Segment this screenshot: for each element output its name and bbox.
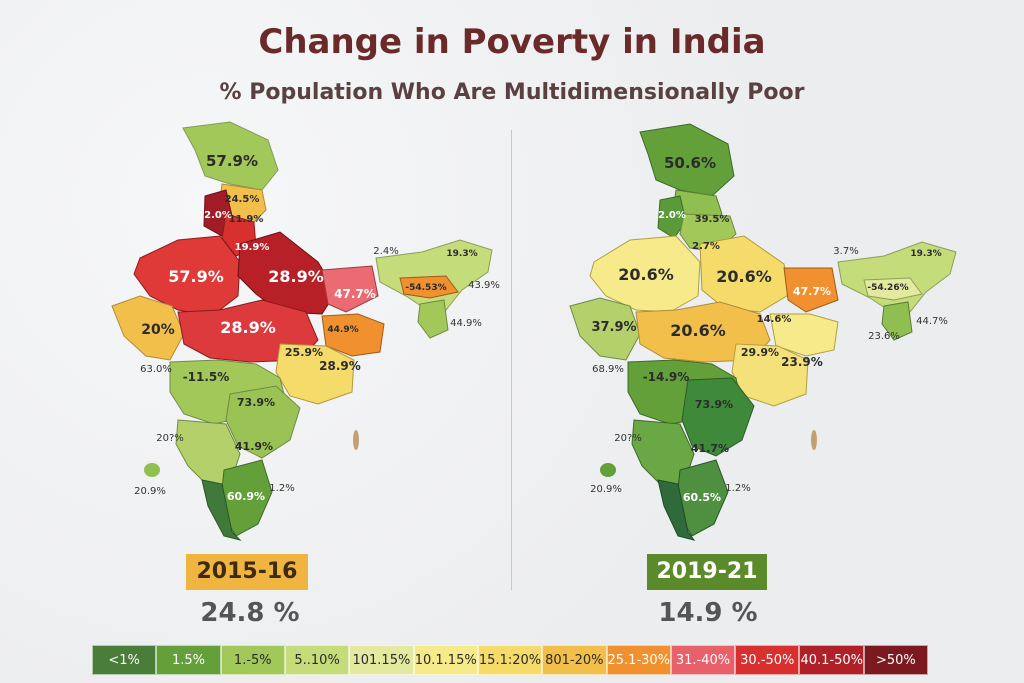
legend-swatch-6: 15.1:20% [477,645,543,675]
label-2015-5: 57.9% [168,267,224,286]
label-2019-15: 60.5% [683,491,721,504]
label-2019-7: 37.9% [591,320,636,335]
label-2015-6: 28.9% [268,267,324,286]
region-assam-2015[interactable] [399,275,459,299]
label-2019-3: 2.7% [692,241,720,252]
label-2015-22: 19.3% [446,249,477,259]
year-label-2015-16: 2015-16 [186,554,308,590]
label-2019-0: 50.6% [664,154,716,172]
label-2015-18: 20.9% [134,486,166,497]
label-2019-6: 47.7% [793,285,831,298]
region-rajasthan-2019[interactable] [589,235,701,313]
label-2015-9: 28.9% [220,318,276,337]
label-2019-21: -54.26% [867,283,908,293]
legend-swatch-7: 801-20% [542,645,607,675]
legend-swatch-0: <1% [92,645,157,675]
andaman-2019 [811,430,817,450]
region-punjab-2019[interactable] [657,195,687,239]
label-2019-8: 20.6% [670,321,726,340]
label-2015-23: -54.53% [405,283,446,293]
map-2019-21: 50.6% 2.0% 39.5% 2.7% 20.6% 20.6% 47.7% … [569,123,957,541]
legend-swatch-12: >50% [863,645,929,675]
label-2019-5: 20.6% [716,267,772,286]
label-2019-16: 1.2% [725,483,750,494]
label-2019-20: 19.3% [910,249,941,259]
lakshadweep-2019 [600,463,616,477]
label-2015-19: 63.0% [140,364,172,375]
label-2015-24: 43.9% [468,280,500,291]
national-poverty-2019-21: 14.9 % [658,598,758,628]
label-2015-7: 47.7% [334,287,376,301]
label-2019-24: 20.9% [590,484,622,495]
page-subtitle: % Population Who Are Multidimensionally … [219,80,805,105]
label-2019-23: 44.7% [916,316,948,327]
label-2015-17: 1.2% [269,483,294,494]
legend-swatch-1: 1.5% [156,645,221,675]
region-assam-2019[interactable] [863,277,923,301]
region-bihar-2015[interactable] [321,265,379,313]
legend-swatch-5: 10.1.15% [413,645,478,675]
region-telangana-2019[interactable] [681,377,755,457]
label-2015-14: 73.9% [237,396,275,409]
label-2019-17: 68.9% [592,364,624,375]
color-legend: <1% 1.5% 1.-5% 5..10% 101.15% 10.1.15% 15.1:20… [92,645,929,675]
label-2015-2: 2.0% [204,210,232,221]
label-2015-12: 28.9% [319,359,361,373]
label-2015-21: 2.4% [373,246,398,257]
legend-swatch-3: 5..10% [284,645,350,675]
legend-swatch-11: 40.1-50% [799,645,864,675]
label-2015-13: -11.5% [183,370,230,384]
label-2015-0: 57.9% [206,152,258,170]
andaman-2015 [353,430,359,450]
label-2019-11: 23.9% [781,355,823,369]
region-meghalaya-2019[interactable] [881,301,913,341]
page-title: Change in Poverty in India [258,22,766,62]
label-2015-10: 44.9% [327,325,358,335]
region-rajasthan-2015[interactable] [133,235,241,317]
year-label-2019-21: 2019-21 [647,554,767,590]
label-2015-1: 24.5% [225,194,260,205]
label-2019-2: 39.5% [695,214,730,225]
label-2019-13: 73.9% [695,398,733,411]
region-kerala-2015[interactable] [201,479,242,541]
label-2019-19: 3.7% [833,246,858,257]
map-2015-16: 57.9% 24.5% 2.0% 11.9% 19.9% 57.9% 28.9%… [111,121,500,541]
region-telangana-2015[interactable] [225,385,301,459]
label-2019-10: 29.9% [741,346,779,359]
legend-swatch-9: 31.-40% [670,645,736,675]
label-2019-1: 2.0% [658,210,686,221]
label-2015-25: 44.9% [450,318,482,329]
legend-swatch-2: 1.-5% [220,645,285,675]
region-up-2019[interactable] [699,235,791,313]
label-2015-16: 60.9% [227,490,265,503]
region-kerala-2019[interactable] [657,479,696,541]
label-2015-4: 19.9% [235,242,270,253]
label-2019-9: 14.6% [757,314,792,325]
region-up-2015[interactable] [237,231,337,315]
region-chhattisgarh-2019[interactable] [731,343,809,407]
label-2015-3: 11.9% [229,214,264,225]
region-bihar-2019[interactable] [783,267,839,313]
lakshadweep-2015 [144,463,160,477]
legend-swatch-4: 101.15% [349,645,414,675]
label-2015-20: 20?% [156,433,184,444]
region-chhattisgarh-2015[interactable] [275,343,355,405]
legend-swatch-8: 25.1-30% [606,645,671,675]
region-gujarat-2019[interactable] [569,297,641,361]
label-2015-11: 25.9% [285,346,323,359]
label-2019-4: 20.6% [618,265,674,284]
label-2019-18: 20?% [614,433,642,444]
label-2019-22: 23.6% [868,331,900,342]
divider [511,130,512,590]
legend-swatch-10: 30.-50% [735,645,800,675]
label-2019-12: -14.9% [643,370,690,384]
region-gujarat-2015[interactable] [111,295,185,361]
region-meghalaya-2015[interactable] [417,299,449,339]
label-2019-14: 41.7% [691,442,729,455]
label-2015-8: 20% [141,322,175,338]
national-poverty-2015-16: 24.8 % [200,598,300,628]
label-2015-15: 41.9% [235,440,273,453]
